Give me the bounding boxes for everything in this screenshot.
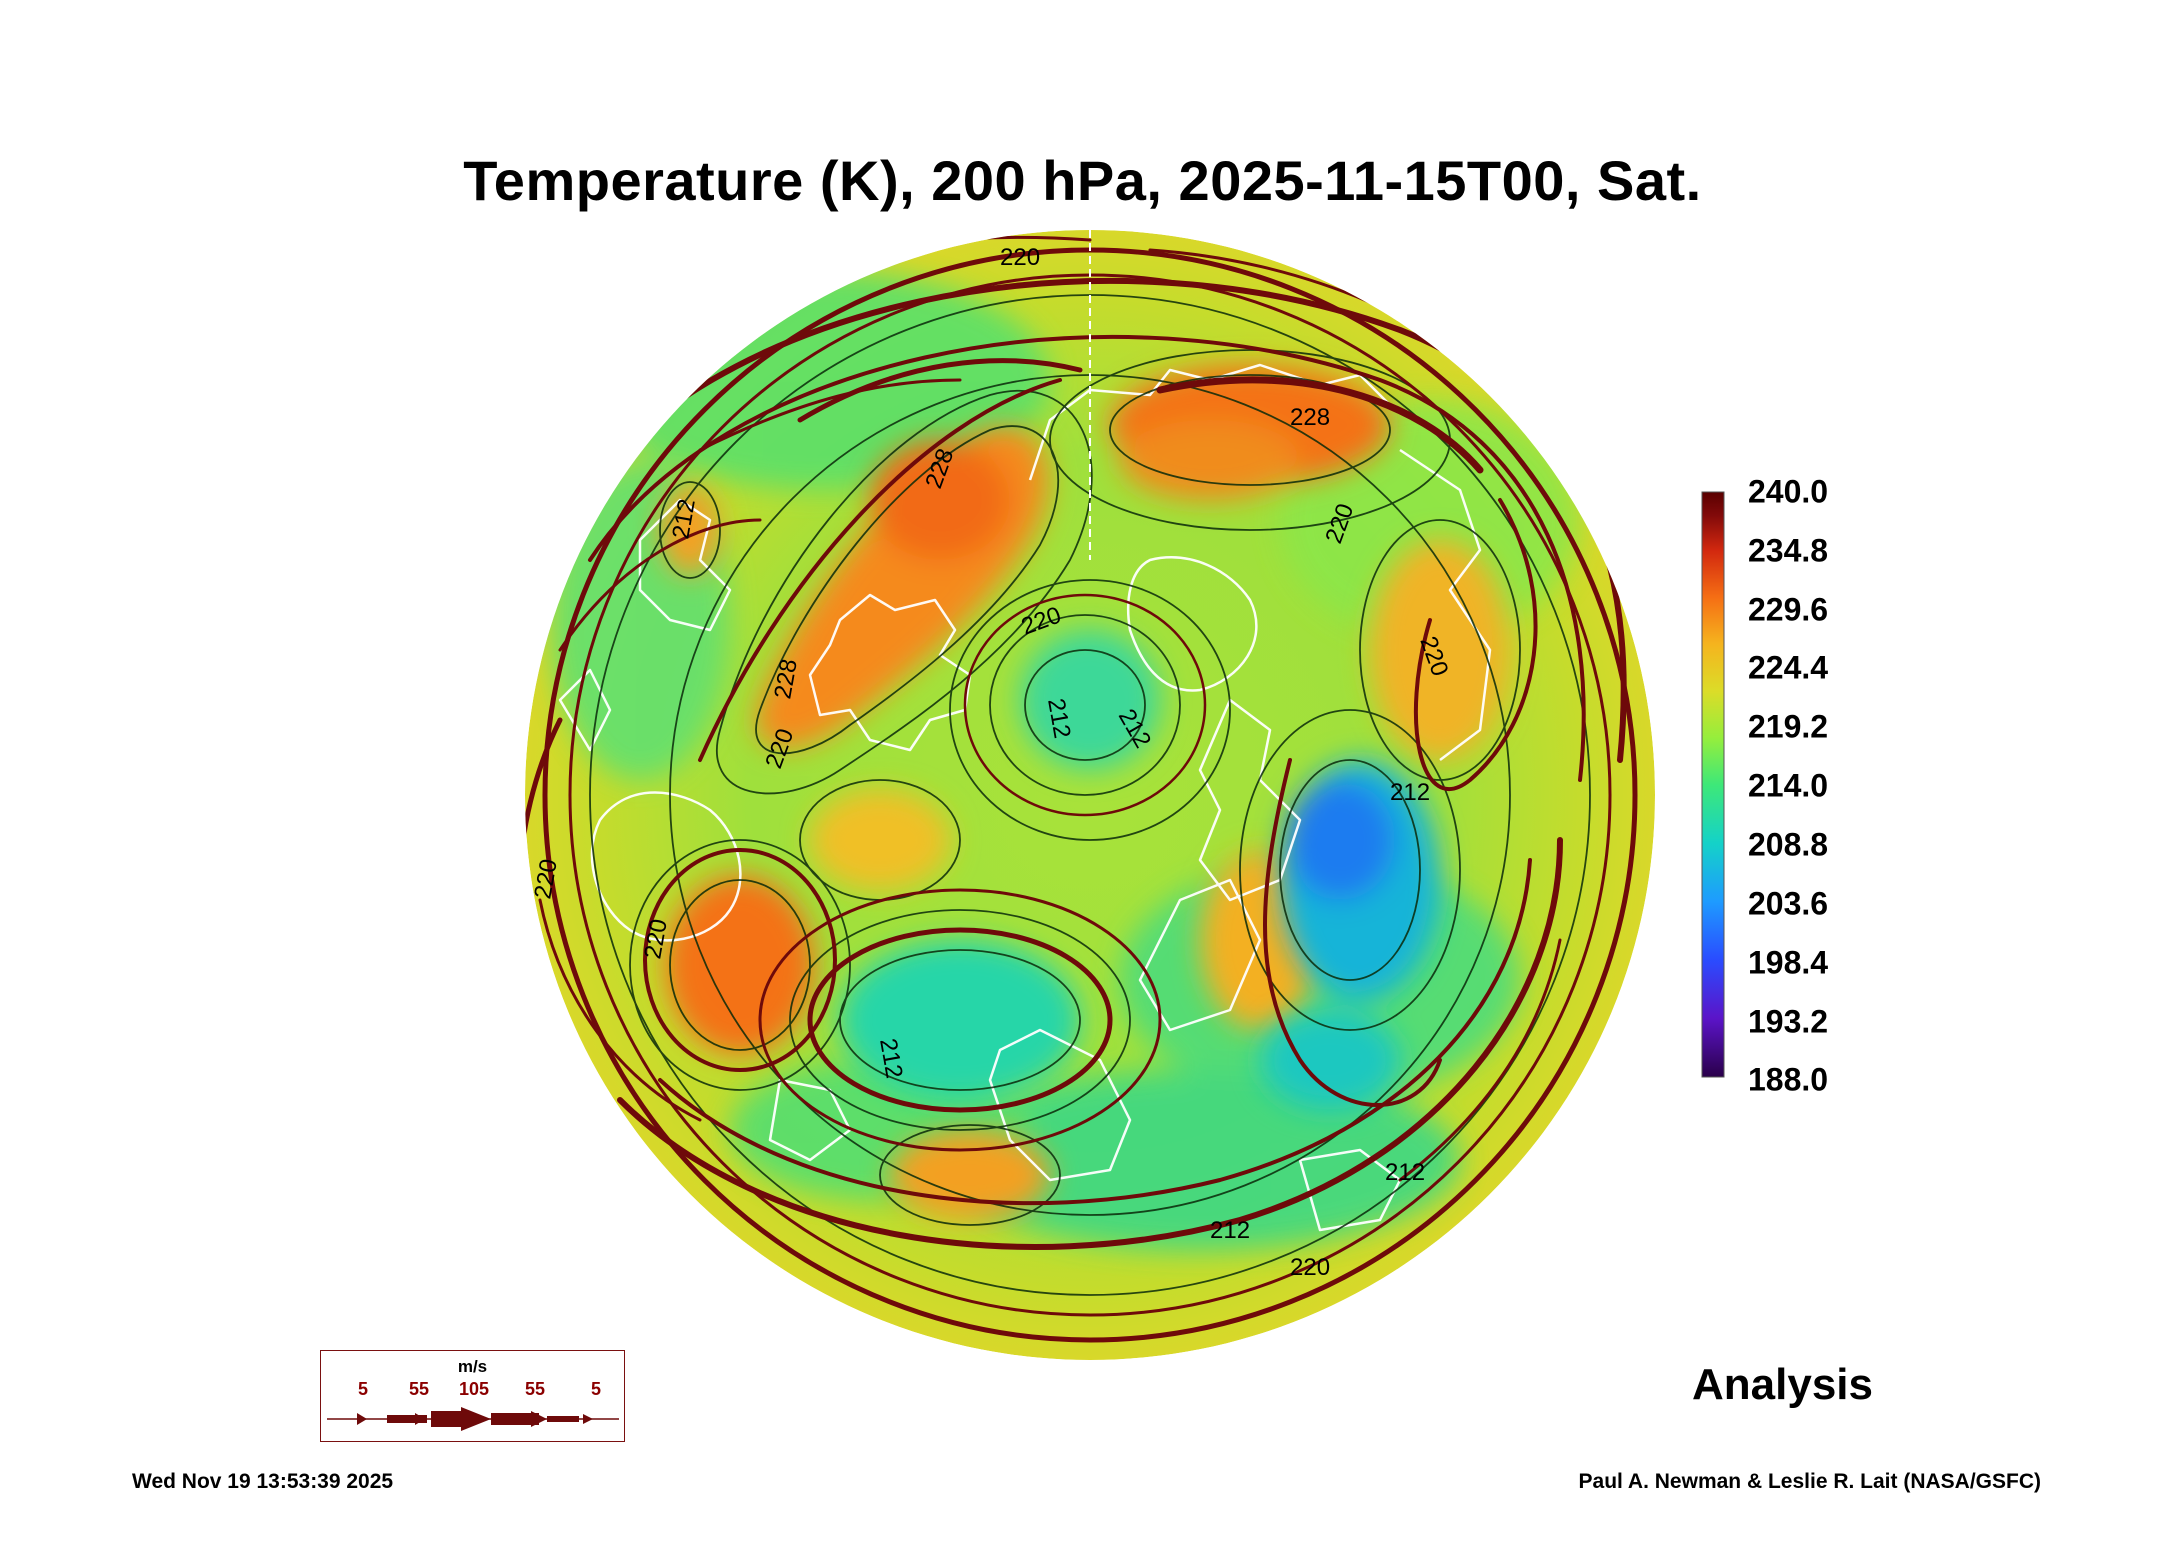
colorbar	[1701, 491, 1725, 1078]
colorbar-label: 219.2	[1748, 708, 1829, 745]
colorbar-label: 240.0	[1748, 473, 1829, 510]
coastlines	[558, 363, 1492, 1232]
colorbar-label: 229.6	[1748, 591, 1829, 628]
contour-label: 228	[1290, 404, 1330, 431]
wind-legend-speed: 5	[590, 1379, 602, 1399]
contour-label: 220	[1000, 244, 1040, 271]
wind-legend-speed: 5	[357, 1379, 369, 1399]
colorbar-label: 198.4	[1748, 944, 1829, 981]
wind-legend-speed: 105	[458, 1379, 490, 1399]
colorbar-label: 208.8	[1748, 826, 1829, 863]
wind-legend-speed: 55	[524, 1379, 546, 1399]
contour-label: 220	[1290, 1254, 1330, 1281]
timestamp: Wed Nov 19 13:53:39 2025	[132, 1470, 394, 1493]
contour-label: 212	[1385, 1159, 1425, 1186]
temperature-field	[525, 230, 1655, 1360]
colorbar-label: 214.0	[1748, 767, 1829, 804]
wind-speed-legend: m/s 5 55 105 55 5	[320, 1350, 625, 1442]
contour-label: 212	[1210, 1217, 1250, 1244]
analysis-label: Analysis	[1692, 1360, 1873, 1409]
colorbar-labels: 240.0 234.8 229.6 224.4 219.2 214.0 208.…	[1748, 470, 1868, 1098]
wind-legend-unit: m/s	[457, 1357, 488, 1376]
credit: Paul A. Newman & Leslie R. Lait (NASA/GS…	[1578, 1470, 2041, 1493]
colorbar-label: 193.2	[1748, 1003, 1829, 1040]
map-title: Temperature (K), 200 hPa, 2025-11-15T00,…	[463, 149, 1702, 212]
colorbar-label: 203.6	[1748, 885, 1829, 922]
colorbar-label: 188.0	[1748, 1061, 1829, 1098]
contour-label-group: 220 228 228 220 212 212 212 212 220 220 …	[529, 244, 1453, 1281]
colorbar-label: 224.4	[1748, 649, 1829, 686]
wind-legend-speed: 55	[408, 1379, 430, 1399]
contour-label: 212	[1390, 779, 1430, 806]
wind-legend-arrow	[327, 1407, 619, 1431]
colorbar-label: 234.8	[1748, 532, 1829, 569]
